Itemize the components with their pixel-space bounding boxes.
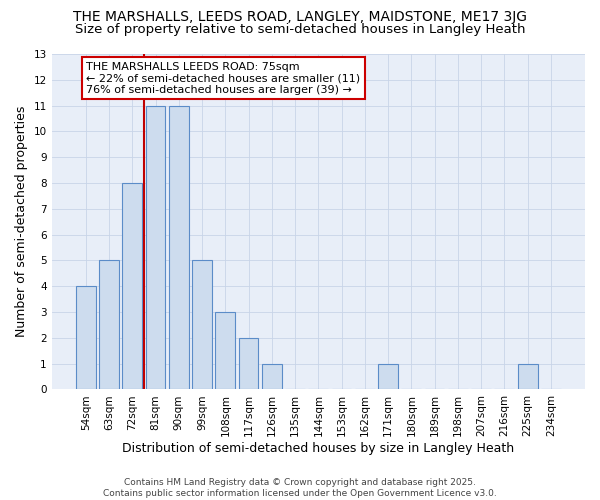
Text: Size of property relative to semi-detached houses in Langley Heath: Size of property relative to semi-detach… — [75, 22, 525, 36]
Text: THE MARSHALLS, LEEDS ROAD, LANGLEY, MAIDSTONE, ME17 3JG: THE MARSHALLS, LEEDS ROAD, LANGLEY, MAID… — [73, 10, 527, 24]
Bar — [192, 260, 212, 390]
Text: Contains HM Land Registry data © Crown copyright and database right 2025.
Contai: Contains HM Land Registry data © Crown c… — [103, 478, 497, 498]
Bar — [122, 183, 142, 390]
Bar — [146, 106, 166, 390]
Bar — [239, 338, 259, 390]
Y-axis label: Number of semi-detached properties: Number of semi-detached properties — [15, 106, 28, 338]
Bar — [518, 364, 538, 390]
Bar — [169, 106, 188, 390]
Bar — [215, 312, 235, 390]
Bar — [76, 286, 95, 390]
X-axis label: Distribution of semi-detached houses by size in Langley Heath: Distribution of semi-detached houses by … — [122, 442, 514, 455]
Bar — [378, 364, 398, 390]
Bar — [99, 260, 119, 390]
Bar — [262, 364, 282, 390]
Text: THE MARSHALLS LEEDS ROAD: 75sqm
← 22% of semi-detached houses are smaller (11)
7: THE MARSHALLS LEEDS ROAD: 75sqm ← 22% of… — [86, 62, 361, 95]
